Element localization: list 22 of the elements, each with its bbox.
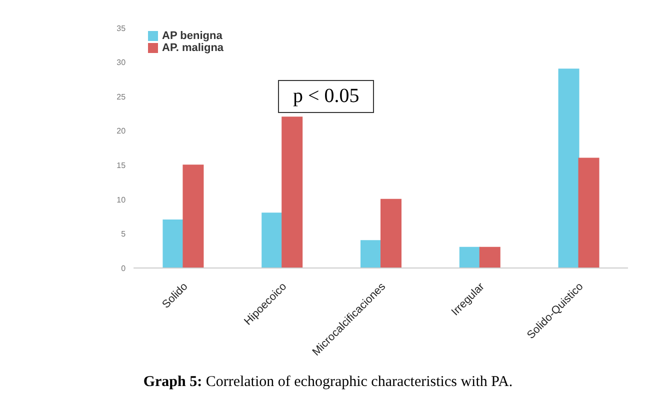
bar [262,212,283,268]
bar [578,158,600,268]
annotation: p < 0.05 [278,80,374,113]
y-tick-label: 25 [116,92,126,102]
bar [182,164,204,268]
bar [459,246,480,268]
text: Graph 5: Correlation of echographic characteristics with PA. [142,374,514,391]
y-tick-label: 0 [121,264,126,273]
bar [162,220,184,268]
y-tick-label: 5 [121,230,126,239]
bar [479,246,500,268]
legend-label: AP benigna [162,30,222,42]
y-tick-label: 35 [116,24,126,33]
y-tick-label: 20 [116,126,126,136]
y-tick-label: 10 [116,195,126,204]
legend-label: AP. maligna [162,42,224,54]
bar [380,198,402,268]
bar [282,116,303,268]
bar [360,240,382,268]
y-tick-label: 30 [116,58,126,68]
y-tick-label: 15 [116,160,126,170]
bar [558,68,580,268]
